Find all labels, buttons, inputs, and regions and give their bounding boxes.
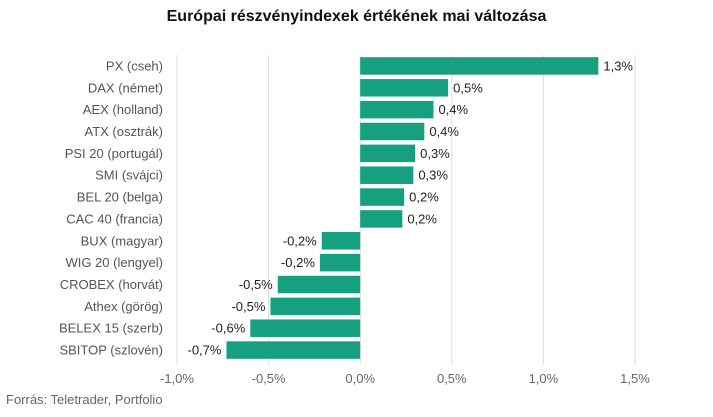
category-label: PX (cseh): [106, 58, 163, 73]
bar: [360, 57, 599, 75]
chart-title: Európai részvényindexek értékének mai vá…: [166, 8, 547, 25]
category-label: SBITOP (szlovén): [59, 343, 163, 358]
bar: [277, 275, 361, 294]
bar: [360, 79, 449, 97]
x-tick-label: -1,0%: [160, 371, 194, 386]
data-label: 0,3%: [418, 168, 448, 183]
data-label: 1,3%: [603, 58, 633, 73]
bar: [250, 319, 361, 337]
category-label: BELEX 15 (szerb): [59, 321, 163, 336]
bar: [360, 166, 414, 184]
data-label: -0,2%: [281, 255, 315, 270]
x-tick-label: 1,0%: [529, 371, 559, 386]
category-label: SMI (svájci): [95, 168, 163, 183]
x-tick-label: 0,0%: [345, 371, 375, 386]
data-label: -0,5%: [231, 299, 265, 314]
bar: [321, 232, 361, 250]
category-label: ATX (osztrák): [85, 124, 164, 139]
bar: [360, 122, 425, 141]
category-label: BUX (magyar): [81, 233, 163, 248]
bar: [360, 144, 416, 163]
category-label: CAC 40 (francia): [66, 211, 163, 226]
bar: [270, 297, 361, 316]
data-label: -0,5%: [239, 277, 273, 292]
bar: [319, 253, 361, 272]
data-label: -0,7%: [187, 343, 221, 358]
category-label: CROBEX (horvát): [60, 277, 163, 292]
category-label: PSI 20 (portugál): [65, 146, 163, 161]
data-label: 0,2%: [407, 211, 437, 226]
bar: [360, 188, 405, 206]
source-note: Forrás: Teletrader, Portfolio: [6, 392, 163, 407]
bar: [226, 341, 361, 359]
data-label: 0,5%: [453, 80, 483, 95]
data-label: 0,4%: [438, 102, 468, 117]
x-tick-label: -0,5%: [252, 371, 286, 386]
category-label: Athex (görög): [84, 299, 163, 314]
data-label: -0,2%: [283, 233, 317, 248]
category-label: WIG 20 (lengyel): [65, 255, 163, 270]
x-tick-label: 0,5%: [437, 371, 467, 386]
data-label: 0,2%: [409, 190, 439, 205]
bar: [360, 100, 434, 119]
data-label: 0,3%: [420, 146, 450, 161]
category-label: DAX (német): [88, 80, 163, 95]
data-label: 0,4%: [429, 124, 459, 139]
x-tick-label: 1,5%: [620, 371, 650, 386]
data-label: -0,6%: [211, 321, 245, 336]
category-label: BEL 20 (belga): [77, 190, 163, 205]
bar: [360, 210, 403, 228]
category-label: AEX (holland): [83, 102, 163, 117]
